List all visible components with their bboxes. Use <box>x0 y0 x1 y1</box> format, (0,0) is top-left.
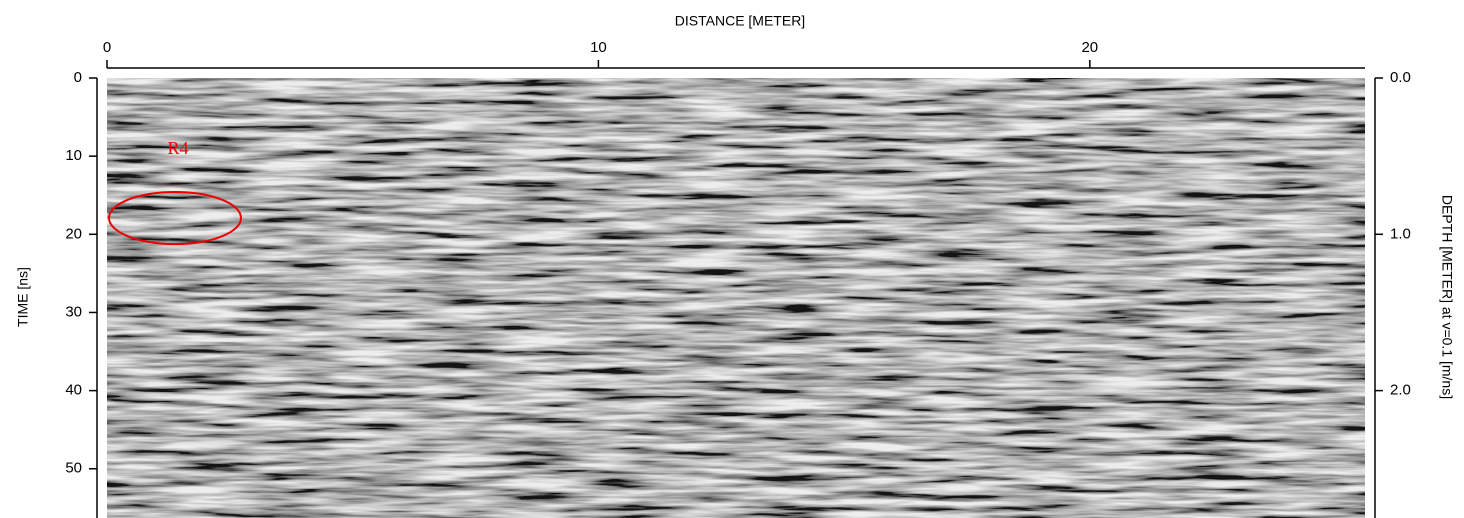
radargram-texture <box>107 78 1365 518</box>
x-tick-label: 0 <box>103 39 111 56</box>
y-tick-label: 0 <box>74 69 82 86</box>
annotation: R4 <box>167 138 188 158</box>
x-axis-title: DISTANCE [METER] <box>675 13 805 29</box>
y2-tick-label: 0.0 <box>1390 69 1411 86</box>
chart: DISTANCE [METER] TIME [ns] DEPTH [METER]… <box>0 0 1464 518</box>
y2-axis-title: DEPTH [METER] at v=0.1 [m/ns] <box>1439 195 1455 399</box>
y-axis-title: TIME [ns] <box>15 267 31 327</box>
y-tick-label: 30 <box>65 303 82 320</box>
y-tick-label: 20 <box>65 225 82 242</box>
y2-tick-label: 2.0 <box>1390 382 1411 399</box>
y-tick-label: 10 <box>65 147 82 164</box>
x-tick-label: 10 <box>590 39 607 56</box>
y-tick-label: 40 <box>65 382 82 399</box>
y-tick-label: 50 <box>65 460 82 477</box>
y2-tick-label: 1.0 <box>1390 225 1411 242</box>
x-tick-label: 20 <box>1081 39 1098 56</box>
